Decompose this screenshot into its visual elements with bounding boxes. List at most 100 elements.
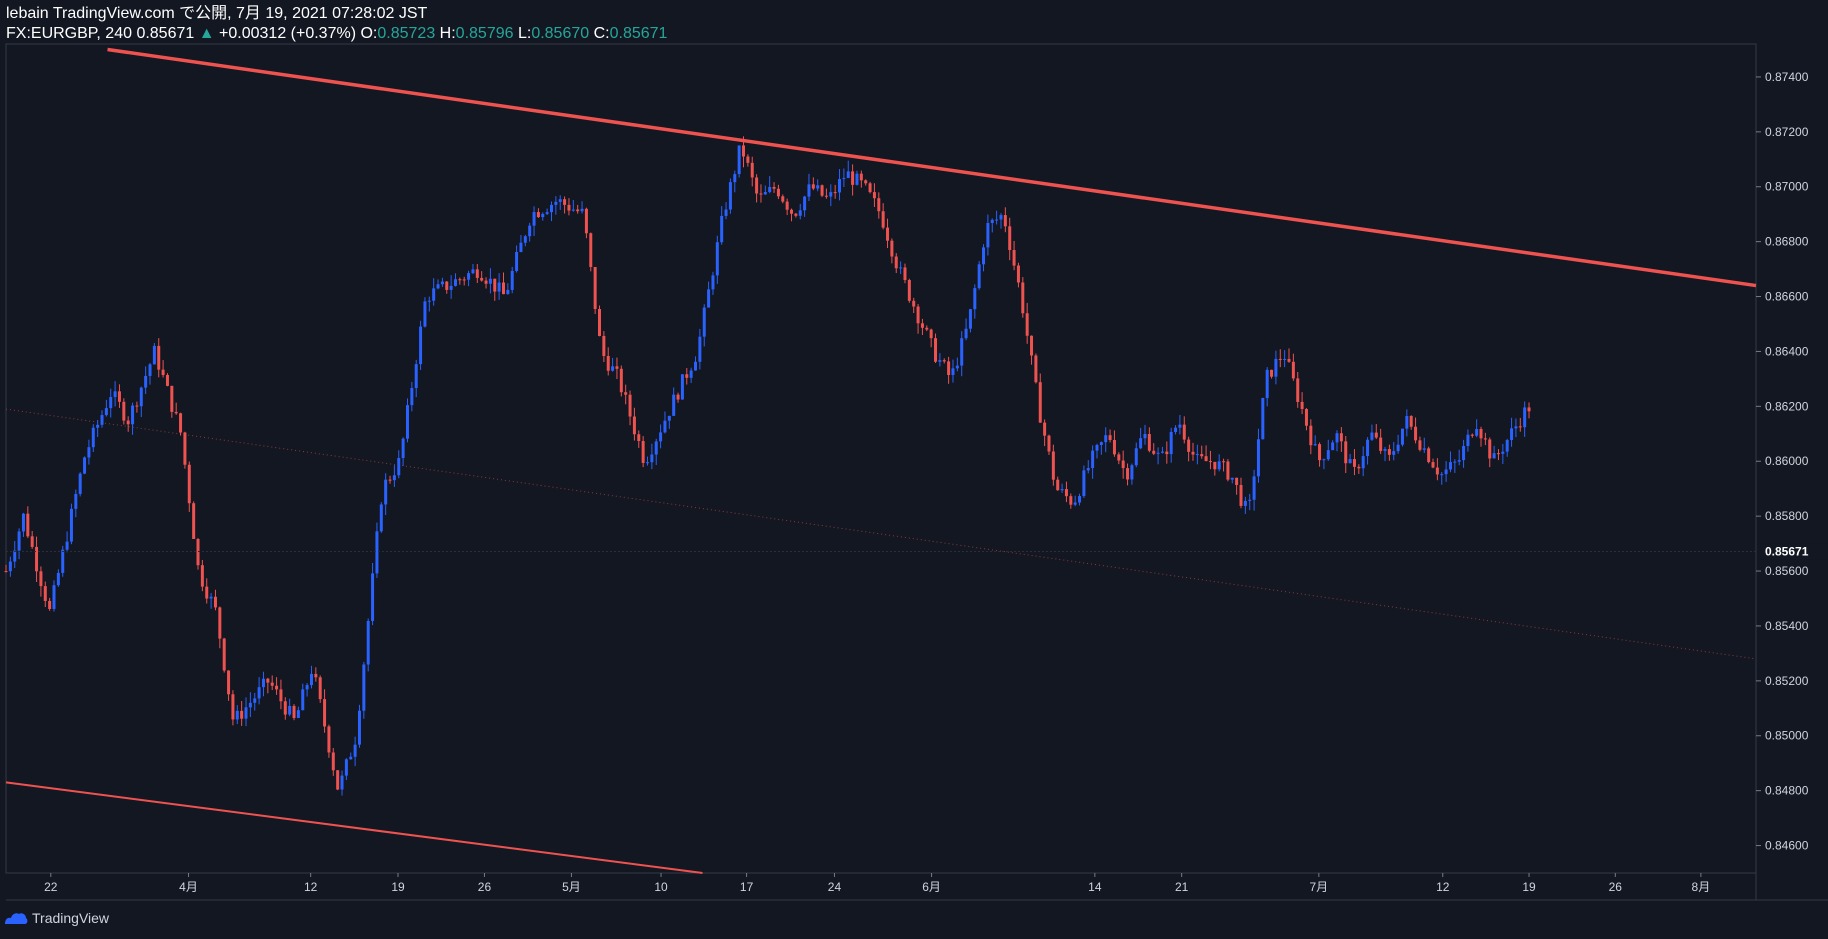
- candle-body: [1274, 358, 1278, 377]
- candle-body: [737, 145, 741, 175]
- candle-body: [436, 284, 440, 289]
- candle-body: [567, 204, 571, 211]
- y-tick-label: 0.87200: [1765, 125, 1809, 139]
- candle-body: [1056, 479, 1060, 491]
- candle-body: [261, 678, 265, 688]
- candle-body: [571, 209, 575, 211]
- candle-body: [1025, 313, 1029, 336]
- x-tick-label: 26: [1609, 880, 1623, 894]
- candle-body: [1147, 434, 1151, 451]
- candle-body: [21, 513, 25, 532]
- candle-body: [235, 710, 239, 720]
- candle-body: [1047, 435, 1051, 452]
- candle-body: [205, 586, 209, 599]
- candle-body: [689, 370, 693, 378]
- candle-body: [641, 441, 645, 463]
- candle-body: [497, 282, 501, 292]
- candle-body: [1440, 474, 1444, 476]
- candle-body: [388, 479, 392, 481]
- candle-body: [1104, 435, 1108, 443]
- candle-body: [798, 210, 802, 216]
- y-tick-label: 0.84800: [1765, 784, 1809, 798]
- candle-body: [637, 434, 641, 442]
- candle-body: [685, 374, 689, 378]
- trendline[interactable]: [5, 781, 703, 874]
- candle-body: [1339, 433, 1343, 442]
- candle-body: [283, 701, 287, 715]
- candle-body: [890, 240, 894, 257]
- candle-body: [659, 432, 663, 442]
- up-arrow-icon: ▲: [198, 25, 215, 42]
- tradingview-logo-icon: [5, 913, 28, 924]
- candle-body: [510, 270, 514, 290]
- symbol-interval[interactable]: FX:EURGBP, 240: [6, 25, 132, 42]
- candle-body: [742, 145, 746, 157]
- y-tick-label: 0.85800: [1765, 509, 1809, 523]
- candle-body: [1483, 438, 1487, 440]
- candle-body: [187, 464, 191, 504]
- candle-body: [1208, 461, 1212, 463]
- candle-body: [323, 699, 327, 727]
- candle-body: [1174, 427, 1178, 432]
- candle-body: [1169, 431, 1173, 455]
- candle-body: [109, 397, 113, 409]
- y-tick-label: 0.87000: [1765, 180, 1809, 194]
- candle-body: [576, 209, 580, 212]
- candle-body: [1195, 454, 1199, 456]
- candle-body: [1374, 432, 1378, 438]
- candle-body: [1492, 453, 1496, 459]
- candle-body: [1278, 358, 1282, 360]
- candle-body: [135, 405, 139, 407]
- candle-body: [1256, 439, 1260, 477]
- candle-body: [30, 536, 34, 547]
- candle-body: [532, 212, 536, 226]
- trendline[interactable]: [5, 408, 1757, 660]
- candle-body: [1453, 461, 1457, 463]
- candle-body: [1462, 446, 1466, 461]
- candle-body: [1261, 398, 1265, 440]
- candle-body: [859, 173, 863, 181]
- candle-body: [39, 571, 43, 587]
- footer-brand[interactable]: TradingView: [4, 910, 109, 926]
- high-value: 0.85796: [455, 25, 514, 42]
- x-tick-label: 12: [304, 880, 318, 894]
- candle-body: [528, 225, 532, 237]
- candle-body: [1003, 215, 1007, 227]
- candle-body: [170, 385, 174, 412]
- candle-body: [1475, 428, 1479, 436]
- candle-body: [558, 199, 562, 202]
- candle-body: [1457, 460, 1461, 462]
- candle-body: [257, 687, 261, 699]
- trendline[interactable]: [107, 47, 1757, 288]
- candle-body: [1518, 426, 1522, 428]
- candle-body: [964, 328, 968, 339]
- candle-body: [724, 209, 728, 216]
- y-tick-label: 0.86400: [1765, 344, 1809, 358]
- candle-body: [96, 424, 100, 428]
- candle-body: [811, 184, 815, 189]
- candle-body: [126, 420, 130, 425]
- candle-body: [248, 702, 252, 708]
- candle-body: [846, 171, 850, 179]
- candle-body: [1313, 444, 1317, 446]
- candle-body: [829, 192, 833, 197]
- candle-body: [467, 273, 471, 280]
- candle-body: [218, 607, 222, 639]
- candle-body: [410, 388, 414, 406]
- candle-body: [1331, 442, 1335, 451]
- candle-body: [1448, 462, 1452, 470]
- candle-body: [973, 288, 977, 310]
- candle-body: [1082, 470, 1086, 497]
- plot-frame: [5, 43, 1757, 874]
- candle-body: [1352, 459, 1356, 467]
- candle-body: [362, 664, 366, 711]
- y-tick-label: 0.86000: [1765, 454, 1809, 468]
- candle-body: [1034, 355, 1038, 383]
- candle-body: [1414, 426, 1418, 441]
- candle-body: [8, 561, 12, 572]
- close-label: C:: [593, 25, 610, 42]
- candle-body: [807, 184, 811, 197]
- candle-body: [920, 323, 924, 328]
- candle-body: [968, 309, 972, 329]
